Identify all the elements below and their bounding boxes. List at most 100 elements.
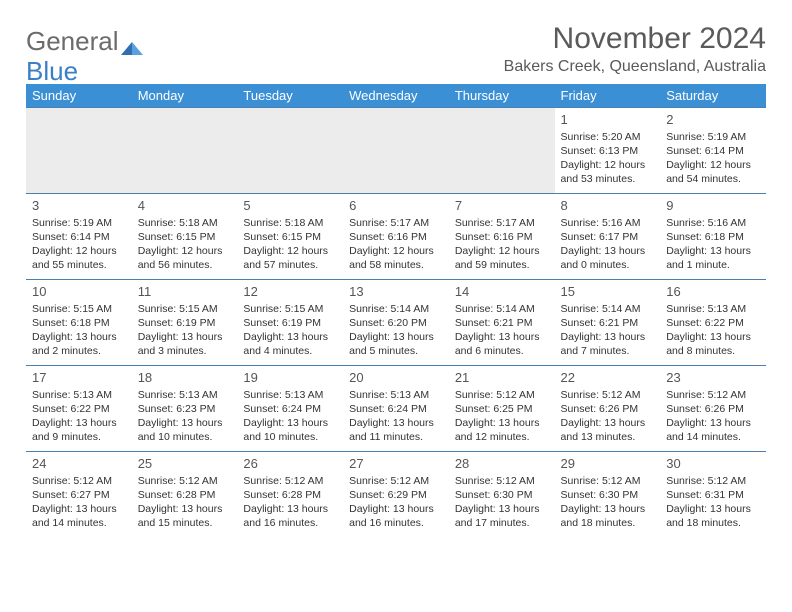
day-number: 3 [32,197,126,215]
sunset-text: Sunset: 6:30 PM [455,488,549,502]
sunset-text: Sunset: 6:13 PM [561,144,655,158]
sunset-text: Sunset: 6:29 PM [349,488,443,502]
calendar-cell: 27Sunrise: 5:12 AMSunset: 6:29 PMDayligh… [343,452,449,538]
logo: General [26,22,143,57]
sunrise-text: Sunrise: 5:12 AM [561,474,655,488]
daylight-text: Daylight: 12 hours and 57 minutes. [243,244,337,272]
day-number: 4 [138,197,232,215]
sunset-text: Sunset: 6:30 PM [561,488,655,502]
sunset-text: Sunset: 6:26 PM [561,402,655,416]
sunrise-text: Sunrise: 5:18 AM [243,216,337,230]
calendar-cell: 6Sunrise: 5:17 AMSunset: 6:16 PMDaylight… [343,194,449,280]
sunset-text: Sunset: 6:15 PM [138,230,232,244]
sunset-text: Sunset: 6:23 PM [138,402,232,416]
sunset-text: Sunset: 6:22 PM [666,316,760,330]
day-number: 14 [455,283,549,301]
daylight-text: Daylight: 13 hours and 12 minutes. [455,416,549,444]
calendar-cell: 2Sunrise: 5:19 AMSunset: 6:14 PMDaylight… [660,108,766,194]
sunrise-text: Sunrise: 5:15 AM [138,302,232,316]
sunrise-text: Sunrise: 5:15 AM [32,302,126,316]
daylight-text: Daylight: 13 hours and 16 minutes. [243,502,337,530]
day-number: 26 [243,455,337,473]
daylight-text: Daylight: 13 hours and 10 minutes. [138,416,232,444]
sunset-text: Sunset: 6:25 PM [455,402,549,416]
sunrise-text: Sunrise: 5:12 AM [561,388,655,402]
calendar-cell: 5Sunrise: 5:18 AMSunset: 6:15 PMDaylight… [237,194,343,280]
sunset-text: Sunset: 6:27 PM [32,488,126,502]
sunset-text: Sunset: 6:19 PM [243,316,337,330]
daylight-text: Daylight: 13 hours and 13 minutes. [561,416,655,444]
calendar-cell: 11Sunrise: 5:15 AMSunset: 6:19 PMDayligh… [132,280,238,366]
day-number: 13 [349,283,443,301]
sunset-text: Sunset: 6:26 PM [666,402,760,416]
calendar-cell: 15Sunrise: 5:14 AMSunset: 6:21 PMDayligh… [555,280,661,366]
daylight-text: Daylight: 12 hours and 54 minutes. [666,158,760,186]
sunset-text: Sunset: 6:21 PM [561,316,655,330]
daylight-text: Daylight: 13 hours and 16 minutes. [349,502,443,530]
daylight-text: Daylight: 13 hours and 2 minutes. [32,330,126,358]
day-number: 19 [243,369,337,387]
month-title: November 2024 [504,22,766,56]
calendar-cell: 10Sunrise: 5:15 AMSunset: 6:18 PMDayligh… [26,280,132,366]
calendar-cell: 4Sunrise: 5:18 AMSunset: 6:15 PMDaylight… [132,194,238,280]
calendar-cell: 23Sunrise: 5:12 AMSunset: 6:26 PMDayligh… [660,366,766,452]
calendar-week-row: 10Sunrise: 5:15 AMSunset: 6:18 PMDayligh… [26,280,766,366]
sunset-text: Sunset: 6:31 PM [666,488,760,502]
daylight-text: Daylight: 12 hours and 58 minutes. [349,244,443,272]
daylight-text: Daylight: 12 hours and 53 minutes. [561,158,655,186]
calendar-cell: 19Sunrise: 5:13 AMSunset: 6:24 PMDayligh… [237,366,343,452]
sunrise-text: Sunrise: 5:16 AM [666,216,760,230]
sunrise-text: Sunrise: 5:14 AM [349,302,443,316]
daylight-text: Daylight: 13 hours and 14 minutes. [32,502,126,530]
sunrise-text: Sunrise: 5:13 AM [138,388,232,402]
day-number: 29 [561,455,655,473]
calendar-cell: 30Sunrise: 5:12 AMSunset: 6:31 PMDayligh… [660,452,766,538]
day-header: Wednesday [343,84,449,108]
sunrise-text: Sunrise: 5:14 AM [561,302,655,316]
sunrise-text: Sunrise: 5:13 AM [666,302,760,316]
day-number: 12 [243,283,337,301]
day-number: 21 [455,369,549,387]
calendar-cell [237,108,343,194]
calendar-cell: 21Sunrise: 5:12 AMSunset: 6:25 PMDayligh… [449,366,555,452]
calendar-cell: 29Sunrise: 5:12 AMSunset: 6:30 PMDayligh… [555,452,661,538]
daylight-text: Daylight: 13 hours and 9 minutes. [32,416,126,444]
calendar-cell: 24Sunrise: 5:12 AMSunset: 6:27 PMDayligh… [26,452,132,538]
sunrise-text: Sunrise: 5:17 AM [349,216,443,230]
calendar-cell: 1Sunrise: 5:20 AMSunset: 6:13 PMDaylight… [555,108,661,194]
day-number: 16 [666,283,760,301]
sunrise-text: Sunrise: 5:19 AM [666,130,760,144]
calendar-week-row: 3Sunrise: 5:19 AMSunset: 6:14 PMDaylight… [26,194,766,280]
day-header: Friday [555,84,661,108]
logo-mark-icon [121,33,143,51]
calendar-cell [449,108,555,194]
day-number: 11 [138,283,232,301]
sunrise-text: Sunrise: 5:13 AM [243,388,337,402]
day-number: 24 [32,455,126,473]
day-number: 30 [666,455,760,473]
sunset-text: Sunset: 6:20 PM [349,316,443,330]
calendar-cell: 22Sunrise: 5:12 AMSunset: 6:26 PMDayligh… [555,366,661,452]
sunrise-text: Sunrise: 5:15 AM [243,302,337,316]
day-header: Sunday [26,84,132,108]
daylight-text: Daylight: 13 hours and 0 minutes. [561,244,655,272]
page-header: General November 2024 Bakers Creek, Quee… [26,22,766,76]
sunset-text: Sunset: 6:14 PM [666,144,760,158]
calendar-cell [343,108,449,194]
calendar-cell: 17Sunrise: 5:13 AMSunset: 6:22 PMDayligh… [26,366,132,452]
sunset-text: Sunset: 6:16 PM [349,230,443,244]
day-number: 27 [349,455,443,473]
calendar-cell: 14Sunrise: 5:14 AMSunset: 6:21 PMDayligh… [449,280,555,366]
sunrise-text: Sunrise: 5:16 AM [561,216,655,230]
calendar-cell: 28Sunrise: 5:12 AMSunset: 6:30 PMDayligh… [449,452,555,538]
sunrise-text: Sunrise: 5:14 AM [455,302,549,316]
calendar-cell: 25Sunrise: 5:12 AMSunset: 6:28 PMDayligh… [132,452,238,538]
sunrise-text: Sunrise: 5:12 AM [138,474,232,488]
sunrise-text: Sunrise: 5:13 AM [32,388,126,402]
sunset-text: Sunset: 6:22 PM [32,402,126,416]
daylight-text: Daylight: 13 hours and 5 minutes. [349,330,443,358]
calendar-body: 1Sunrise: 5:20 AMSunset: 6:13 PMDaylight… [26,108,766,538]
calendar-week-row: 24Sunrise: 5:12 AMSunset: 6:27 PMDayligh… [26,452,766,538]
daylight-text: Daylight: 13 hours and 6 minutes. [455,330,549,358]
daylight-text: Daylight: 12 hours and 55 minutes. [32,244,126,272]
